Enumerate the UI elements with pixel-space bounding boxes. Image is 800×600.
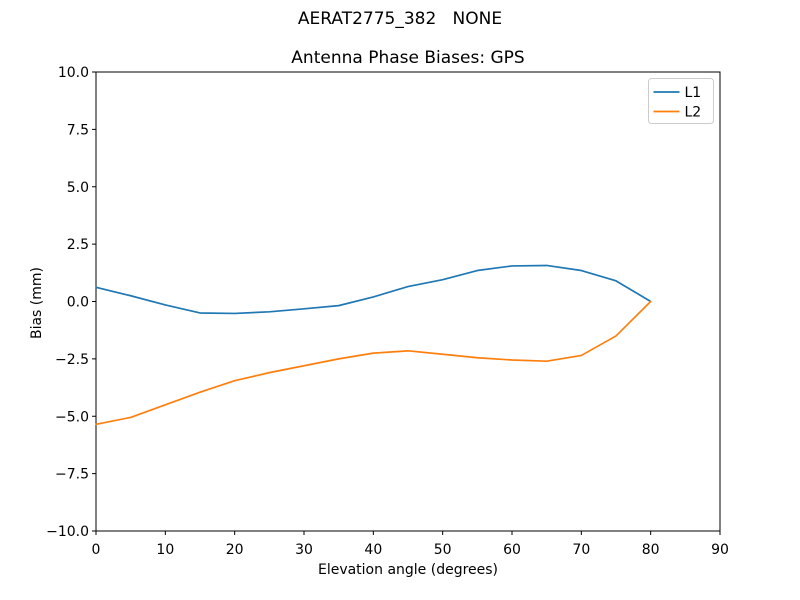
x-tick-label: 40 — [364, 542, 382, 558]
y-axis-label: Bias (mm) — [29, 266, 45, 340]
x-tick-label: 20 — [226, 542, 244, 558]
series-line-l1 — [95, 264, 652, 315]
x-tick-label: 0 — [92, 542, 101, 558]
x-axis-label: Elevation angle (degrees) — [317, 562, 499, 578]
y-tick-label: 5.0 — [67, 180, 89, 196]
x-tick-label: 10 — [156, 542, 174, 558]
legend-label-l1: L1 — [685, 85, 702, 101]
y-tick-label: −5.0 — [55, 409, 89, 425]
x-tick-label: 90 — [711, 542, 729, 558]
legend-label-l2: L2 — [685, 105, 702, 121]
figure-suptitle: AERAT2775_382 NONE — [297, 9, 503, 29]
x-tick-label: 60 — [503, 542, 521, 558]
x-tick-label: 30 — [295, 542, 313, 558]
legend-box — [648, 78, 714, 124]
chart-title: Antenna Phase Biases: GPS — [291, 48, 525, 68]
y-tick-label: 7.5 — [67, 122, 89, 138]
plot-frame — [95, 71, 721, 532]
y-tick-label: −10.0 — [46, 524, 89, 540]
y-tick-label: −2.5 — [55, 352, 89, 368]
y-tick-label: 0.0 — [67, 295, 89, 311]
y-tick-label: 2.5 — [67, 237, 89, 253]
series-line-l2 — [95, 300, 652, 426]
x-tick-label: 80 — [642, 542, 660, 558]
x-tick-label: 70 — [572, 542, 590, 558]
y-tick-label: −7.5 — [55, 467, 89, 483]
x-tick-label: 50 — [434, 542, 452, 558]
y-tick-label: 10.0 — [58, 65, 89, 81]
